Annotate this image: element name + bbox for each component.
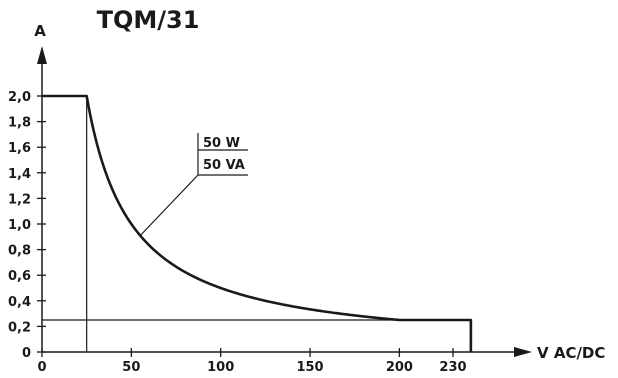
y-axis-arrow	[37, 46, 47, 64]
x-tick-label: 230	[439, 360, 466, 375]
annotation-leader-line	[139, 174, 199, 236]
y-tick-label: 0	[22, 346, 31, 361]
y-tick-label: 1,0	[8, 218, 31, 233]
y-tick-label: 1,6	[8, 141, 31, 156]
y-ticks: 0 0,2 0,4 0,6 0,8 1,0 1,2 1,4 1,6 1,8 2,0	[8, 90, 46, 361]
annotation: 50 W 50 VA	[139, 133, 248, 236]
y-tick-label: 1,4	[8, 167, 31, 182]
x-tick-label: 200	[386, 360, 413, 375]
annotation-label: 50 W	[203, 136, 240, 151]
y-tick-label: 0,2	[8, 320, 31, 335]
y-tick-label: 0,8	[8, 244, 31, 259]
reference-lines	[42, 96, 471, 352]
y-tick-label: 2,0	[8, 90, 31, 105]
x-axis-arrow	[514, 347, 532, 357]
x-ticks: 0 50 100 150 200 230	[37, 348, 467, 375]
series-line	[42, 94, 473, 352]
x-tick-label: 150	[296, 360, 323, 375]
y-tick-label: 1,8	[8, 116, 31, 131]
x-tick-label: 0	[37, 360, 46, 375]
x-tick-label: 50	[122, 360, 140, 375]
x-tick-label: 100	[207, 360, 234, 375]
y-tick-label: 0,4	[8, 295, 31, 310]
x-axis-label: V AC/DC	[537, 344, 605, 362]
y-axis-label: A	[34, 22, 46, 40]
annotation-label: 50 VA	[203, 158, 245, 173]
y-tick-label: 0,6	[8, 269, 31, 284]
y-tick-label: 1,2	[8, 192, 31, 207]
chart-title: TQM/31	[97, 6, 200, 34]
